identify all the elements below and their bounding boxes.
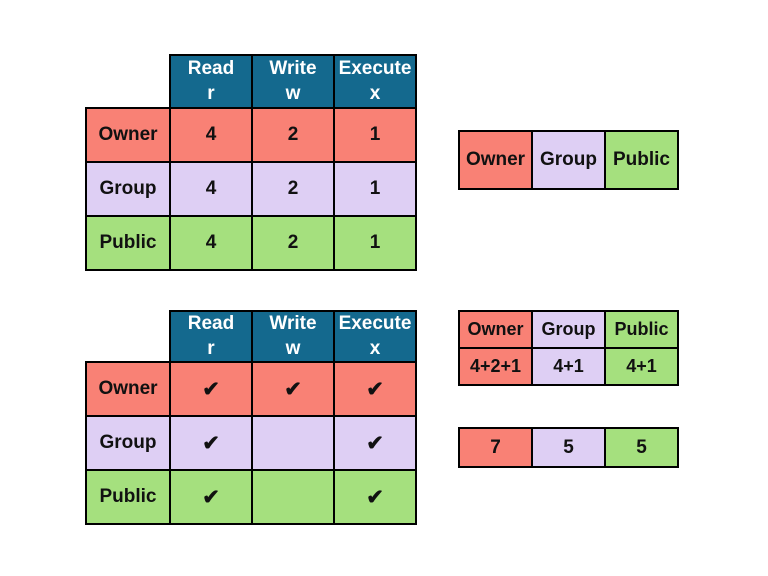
- row-label-owner: Owner: [85, 107, 171, 163]
- group-write-empty-cell: [251, 415, 335, 472]
- roles-strip-group-cell: Group: [531, 130, 606, 190]
- read-header-symbol: r: [207, 337, 215, 359]
- owner-write-checkmark: ✔: [251, 361, 335, 418]
- public-read-checkmark: ✔: [169, 469, 253, 526]
- column-header-read: Read r: [169, 54, 253, 109]
- public-write-empty-cell: [251, 469, 335, 526]
- read-header-label: Read: [187, 313, 235, 334]
- public-read-value: 4: [169, 215, 253, 271]
- column-header-execute: Execute x: [333, 54, 417, 109]
- execute-header-symbol: x: [369, 337, 381, 359]
- sum-table-header-row: Owner Group Public: [458, 310, 679, 349]
- write-header-label: Write: [269, 313, 317, 334]
- public-octal-result: 5: [604, 427, 679, 468]
- row-label-group: Group: [85, 415, 171, 472]
- column-header-read: Read r: [169, 309, 253, 364]
- column-header-write: Write w: [251, 54, 335, 109]
- execute-header-symbol: x: [369, 82, 381, 104]
- write-header-symbol: w: [285, 82, 301, 104]
- row-label-public: Public: [85, 215, 171, 271]
- owner-execute-checkmark: ✔: [333, 361, 417, 418]
- write-header-symbol: w: [285, 337, 301, 359]
- group-execute-value: 1: [333, 161, 417, 217]
- column-header-write: Write w: [251, 309, 335, 364]
- permission-sum-table: Owner Group Public 4+2+1 4+1 4+1: [458, 310, 679, 386]
- table-row-public: Public 4 2 1: [85, 215, 417, 271]
- table-row-group: Group 4 2 1: [85, 161, 417, 217]
- column-header-execute: Execute x: [333, 309, 417, 364]
- sum-table-values-row: 4+2+1 4+1 4+1: [458, 347, 679, 386]
- row-label-group: Group: [85, 161, 171, 217]
- owner-octal-result: 7: [458, 427, 533, 468]
- octal-result-strip: 7 5 5: [458, 427, 679, 468]
- row-label-public: Public: [85, 469, 171, 526]
- group-read-value: 4: [169, 161, 253, 217]
- row-label-owner: Owner: [85, 361, 171, 418]
- permission-checkmarks-table: Read r Write w Execute x Owner ✔ ✔ ✔ Gro…: [85, 309, 417, 526]
- write-header-label: Write: [269, 57, 317, 79]
- roles-strip: Owner Group Public: [458, 130, 679, 190]
- public-write-value: 2: [251, 215, 335, 271]
- permission-values-table: Read r Write w Execute x Owner 4 2 1 Gro…: [85, 54, 417, 271]
- owner-execute-value: 1: [333, 107, 417, 163]
- sum-header-owner: Owner: [458, 310, 533, 349]
- group-write-value: 2: [251, 161, 335, 217]
- execute-header-label: Execute: [338, 57, 412, 79]
- sum-header-group: Group: [531, 310, 606, 349]
- group-execute-checkmark: ✔: [333, 415, 417, 472]
- table-row-public: Public ✔ ✔: [85, 469, 417, 526]
- owner-write-value: 2: [251, 107, 335, 163]
- group-sum-expression: 4+1: [531, 347, 606, 386]
- public-sum-expression: 4+1: [604, 347, 679, 386]
- owner-read-checkmark: ✔: [169, 361, 253, 418]
- sum-header-public: Public: [604, 310, 679, 349]
- blank-corner-cell: [86, 55, 170, 108]
- blank-corner-cell: [86, 311, 170, 362]
- public-execute-checkmark: ✔: [333, 469, 417, 526]
- roles-strip-owner-cell: Owner: [458, 130, 533, 190]
- owner-read-value: 4: [169, 107, 253, 163]
- public-execute-value: 1: [333, 215, 417, 271]
- owner-sum-expression: 4+2+1: [458, 347, 533, 386]
- execute-header-label: Execute: [338, 313, 412, 334]
- read-header-label: Read: [187, 57, 235, 79]
- read-header-symbol: r: [207, 82, 215, 104]
- table-row-owner: Owner ✔ ✔ ✔: [85, 361, 417, 418]
- table-row-group: Group ✔ ✔: [85, 415, 417, 472]
- group-octal-result: 5: [531, 427, 606, 468]
- group-read-checkmark: ✔: [169, 415, 253, 472]
- roles-strip-public-cell: Public: [604, 130, 679, 190]
- table-row-owner: Owner 4 2 1: [85, 107, 417, 163]
